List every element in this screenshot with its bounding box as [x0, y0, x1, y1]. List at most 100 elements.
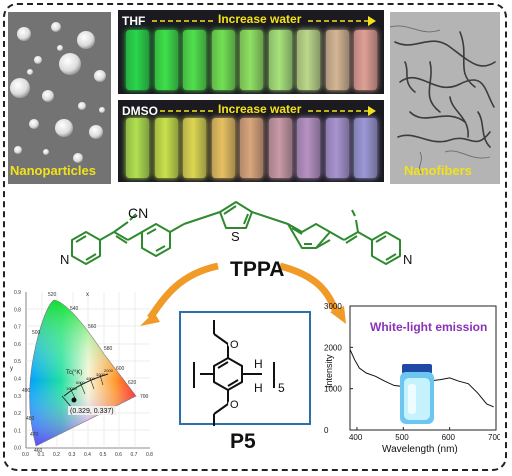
cie-y-label: y	[10, 366, 13, 372]
thf-increase-water-label: Increase water	[218, 12, 302, 26]
vials-thf-photo: THF Increase water	[118, 10, 384, 94]
cie-x-tick: 0.8	[146, 452, 153, 458]
spectrum-x-tick: 500	[395, 433, 409, 442]
vial	[183, 30, 206, 90]
spectrum-y-tick: 1000	[324, 385, 342, 394]
vial	[297, 118, 320, 178]
cie-wavelength-label: 620	[128, 380, 137, 386]
cie-y-tick: 0.8	[14, 307, 21, 313]
vial	[297, 30, 320, 90]
cie-x-tick: 0.3	[69, 452, 76, 458]
vial	[240, 118, 263, 178]
nanoparticles-label: Nanoparticles	[10, 163, 96, 178]
dmso-increase-water-label: Increase water	[218, 102, 302, 116]
spectrum-y-tick: 2000	[324, 343, 342, 352]
vial	[354, 30, 377, 90]
cie-wavelength-label: 580	[104, 346, 113, 352]
cie-x-tick: 0.0	[22, 452, 29, 458]
spectrum-axes	[349, 305, 497, 431]
cie-wavelength-label: 500	[32, 330, 41, 336]
dmso-arrow	[160, 106, 376, 116]
cie-y-tick: 0.7	[14, 325, 21, 331]
thf-arrow	[152, 16, 376, 26]
emission-spectrum: 3000 2000 1000 0 400 500 600 700 Intensity Wav…	[324, 302, 500, 455]
sem-nanoparticles-image: Nanoparticles	[8, 12, 111, 184]
sem-nanofibers-image: Nanofibers	[390, 12, 500, 184]
cct-label: 2000	[104, 368, 114, 373]
cie-y-tick: 0.1	[14, 428, 21, 434]
cie-y-tick: 0.4	[14, 377, 21, 383]
vial	[154, 30, 178, 90]
nanofibers-texture	[390, 12, 500, 184]
tppa-name: TPPA	[230, 258, 285, 281]
cie-x-tick: 0.5	[100, 452, 107, 458]
cie-y-tick: 0.2	[14, 411, 21, 417]
vial	[126, 118, 149, 178]
vial	[325, 118, 349, 178]
n-right-label: N	[403, 252, 412, 267]
svg-text:O: O	[230, 399, 239, 411]
vial	[211, 30, 235, 90]
cie-wavelength-label: 520	[48, 292, 57, 298]
cie-wavelength-label: 480	[26, 416, 35, 422]
cie-x-tick: 0.2	[53, 452, 60, 458]
cie-wavelength-label: 460	[34, 448, 43, 454]
cie-x-tick: 0.7	[131, 452, 138, 458]
cie-y-tick: 0.0	[14, 446, 21, 452]
vial	[354, 118, 377, 178]
p5-structure	[179, 311, 311, 425]
spectrum-y-tick: 0	[324, 426, 329, 435]
cie-point-label: (0.329, 0.337)	[70, 408, 114, 415]
arrows-to-panels	[140, 262, 346, 326]
n-left-label: N	[60, 252, 69, 267]
vials-dmso-photo: DMSO Increase water	[118, 100, 384, 182]
spectrum-xlabel: Wavelength (nm)	[382, 444, 458, 455]
dmso-label: DMSO	[122, 104, 158, 118]
nanoparticles-texture	[8, 12, 111, 184]
spectrum-x-tick: 400	[349, 433, 363, 442]
cie-wavelength-label: 490	[22, 388, 31, 394]
p5-h-top: H	[254, 357, 263, 371]
nanofibers-label: Nanofibers	[404, 163, 472, 178]
cie-y-tick: 0.6	[14, 342, 21, 348]
cie-wavelength-label: 700	[140, 394, 149, 400]
cie-x-tick: 0.6	[115, 452, 122, 458]
p5-subscript: 5	[278, 381, 285, 395]
spectrum-x-tick: 700	[488, 433, 500, 442]
white-light-vial	[400, 364, 434, 424]
cct-label: 6000	[76, 380, 86, 385]
thf-label: THF	[122, 14, 146, 28]
p5-h-bottom: H	[254, 381, 263, 395]
planckian-locus	[63, 373, 109, 397]
p5-name: P5	[230, 430, 256, 453]
cct-label: 3000	[96, 372, 106, 377]
cie-wavelength-label: 470	[30, 432, 39, 438]
vial	[240, 30, 263, 90]
spectrum-title: White-light emission	[370, 320, 488, 334]
spectrum-x-tick: 600	[442, 433, 456, 442]
cie-point	[71, 397, 77, 403]
vial	[211, 118, 235, 178]
cie-y-tick: 0.9	[14, 290, 21, 296]
cie-wavelength-label: 540	[70, 306, 79, 312]
cie-y-tick: 0.3	[14, 394, 21, 400]
vial	[268, 30, 292, 90]
vial	[183, 118, 206, 178]
spectrum-ylabel: Intensity	[324, 354, 334, 388]
vial	[126, 30, 149, 90]
cct-label: 4000	[86, 376, 96, 381]
cie-x-tick: 0.4	[84, 452, 91, 458]
svg-text:O: O	[230, 339, 239, 351]
vial	[268, 118, 292, 178]
cie-wavelength-label: 560	[88, 324, 97, 330]
sulfur-label: S	[231, 229, 240, 244]
cie-tc-label: Tc(°K)	[66, 370, 82, 376]
cie-wavelength-label: 600	[116, 366, 125, 372]
vial	[154, 118, 178, 178]
cie-diagram: 0.9 0.8 0.7 0.6 0.5 0.4 0.3 0.2 0.1 0.0 0.0 0.1 0.2…	[10, 290, 153, 458]
cie-x-tick: 0.1	[38, 452, 45, 458]
cie-y-tick: 0.5	[14, 359, 21, 365]
spectrum-y-tick: 3000	[324, 302, 342, 311]
cct-label: 10000	[66, 386, 78, 391]
